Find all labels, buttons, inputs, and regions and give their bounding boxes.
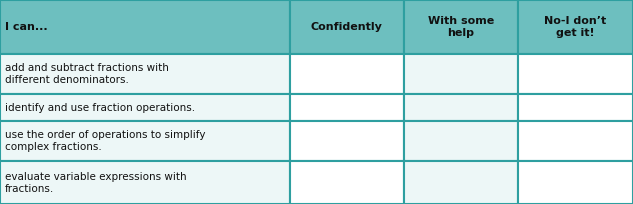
Bar [290, 54, 404, 94]
Text: Confidently: Confidently [311, 22, 383, 32]
Bar [0, 94, 290, 121]
Text: I can...: I can... [5, 22, 47, 32]
Bar [404, 0, 518, 54]
Bar [290, 121, 404, 161]
Bar [404, 94, 518, 121]
Text: add and subtract fractions with
different denominators.: add and subtract fractions with differen… [5, 63, 169, 85]
Text: No-I don’t
get it!: No-I don’t get it! [544, 16, 606, 38]
Bar [404, 121, 518, 161]
Text: identify and use fraction operations.: identify and use fraction operations. [5, 103, 195, 113]
Text: evaluate variable expressions with
fractions.: evaluate variable expressions with fract… [5, 172, 187, 194]
Bar [518, 94, 633, 121]
Bar [518, 161, 633, 204]
Bar [0, 54, 290, 94]
Bar [290, 161, 404, 204]
Bar [404, 161, 518, 204]
Bar [518, 121, 633, 161]
Bar [0, 161, 290, 204]
Bar [290, 0, 404, 54]
Bar [0, 0, 290, 54]
Text: With some
help: With some help [428, 16, 494, 38]
Bar [518, 0, 633, 54]
Bar [518, 54, 633, 94]
Text: use the order of operations to simplify
complex fractions.: use the order of operations to simplify … [5, 130, 206, 152]
Bar [404, 54, 518, 94]
Bar [0, 121, 290, 161]
Bar [290, 94, 404, 121]
